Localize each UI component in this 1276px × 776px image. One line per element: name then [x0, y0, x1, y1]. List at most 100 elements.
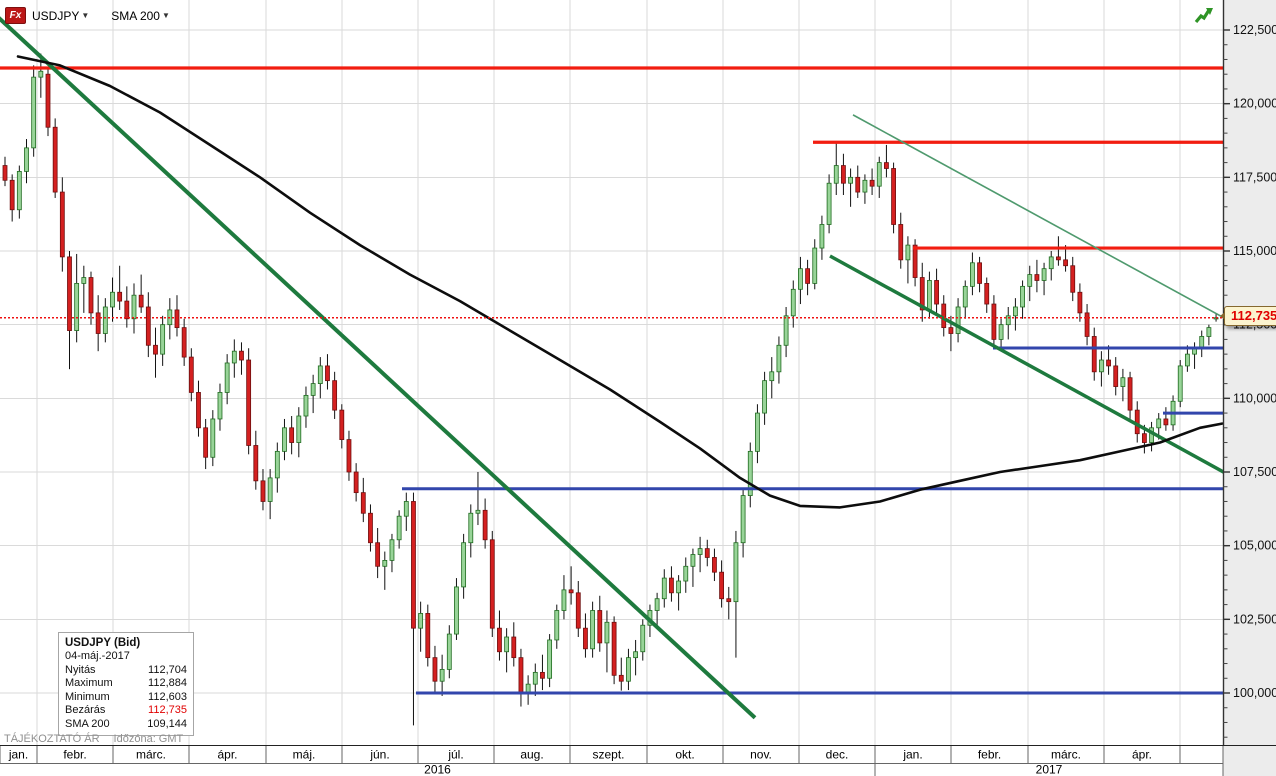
candle-up: [733, 542, 739, 603]
candle-up: [274, 450, 280, 479]
candle-down: [611, 621, 617, 676]
month-tick-label: ápr.: [217, 748, 237, 762]
candle-up: [160, 324, 166, 355]
price-tick-label: 110,000: [1233, 391, 1276, 405]
candle-up: [798, 268, 803, 290]
month-tick-label: máj.: [293, 748, 316, 762]
candle-up: [38, 70, 44, 78]
price-tick-label: 122,500: [1233, 23, 1276, 37]
candle-down: [59, 191, 65, 258]
candle-up: [927, 280, 932, 311]
candle-up: [303, 394, 309, 417]
candle-up: [848, 176, 853, 184]
trendline: [829, 254, 1223, 474]
candle-down: [1141, 433, 1147, 443]
candle-up: [769, 371, 775, 382]
candle-down: [891, 168, 896, 225]
candle-up: [16, 171, 22, 211]
candle-up: [81, 277, 87, 284]
candle-up: [661, 577, 667, 600]
price-tick-label: 105,000: [1233, 539, 1276, 553]
timezone-label: Időzóna: GMT: [113, 733, 184, 745]
candle-up: [547, 639, 553, 679]
candle-down: [618, 674, 624, 682]
candle-up: [217, 392, 223, 420]
price-tick-label: 120,000: [1233, 97, 1276, 111]
month-tick-label: febr.: [63, 748, 86, 762]
instrument-selector[interactable]: Fx USDJPY ▼: [5, 7, 89, 24]
candle-down: [353, 471, 359, 494]
candle-up: [310, 383, 316, 396]
candle-down: [841, 165, 846, 184]
candle-down: [511, 636, 517, 659]
candle-down: [325, 365, 330, 382]
candle-down: [1034, 274, 1040, 281]
month-tick-label: nov.: [750, 748, 772, 762]
candle-up: [418, 613, 424, 629]
price-tick-label: 117,500: [1233, 170, 1276, 184]
candle-down: [2, 165, 8, 181]
candle-down: [669, 577, 674, 594]
candle-down: [145, 306, 151, 346]
candle-down: [181, 327, 187, 358]
candle-down: [188, 356, 194, 393]
candle-up: [876, 162, 882, 187]
candle-down: [260, 480, 266, 502]
price-tick-label: 102,500: [1233, 612, 1276, 626]
candle-down: [368, 512, 373, 544]
fx-icon: Fx: [5, 7, 26, 24]
candle-up: [282, 427, 287, 452]
candle-down: [597, 610, 603, 644]
candle-up: [683, 565, 689, 582]
month-tick-label: jan.: [902, 748, 922, 762]
candle-down: [9, 179, 15, 211]
price-axis-strip[interactable]: [1223, 0, 1276, 776]
candle-up: [475, 509, 481, 514]
candle-up: [790, 288, 796, 317]
chevron-down-icon[interactable]: ▼: [81, 11, 90, 20]
candle-down: [489, 539, 495, 629]
tooltip-row-sma: SMA 200 109,144: [65, 717, 187, 730]
candle-up: [1120, 377, 1126, 387]
trendlines-layer: [0, 16, 1223, 720]
candle-up: [590, 610, 596, 650]
month-tick-label: szept.: [592, 748, 624, 762]
candle-up: [468, 512, 474, 544]
chevron-down-icon[interactable]: ▼: [161, 11, 170, 20]
candle-up: [504, 636, 510, 653]
candle-down: [919, 277, 925, 311]
sma-line: [16, 55, 1224, 509]
candle-down: [1056, 256, 1061, 261]
candle-down: [339, 409, 345, 440]
candle-up: [690, 554, 696, 567]
candle-down: [1106, 359, 1111, 367]
price-tick-label: 115,000: [1233, 244, 1276, 258]
candle-up: [697, 548, 703, 555]
candle-up: [382, 560, 388, 567]
candle-down: [174, 309, 180, 329]
candle-down: [704, 548, 710, 558]
candle-up: [812, 247, 818, 284]
current-price-tag: 112,735: [1219, 306, 1276, 326]
month-tick-label: márc.: [1051, 748, 1081, 762]
indicator-selector[interactable]: SMA 200 ▼: [111, 9, 170, 23]
candle-down: [332, 380, 338, 411]
candle-up: [1020, 285, 1025, 308]
candle-down: [540, 671, 545, 679]
candle-up: [554, 610, 560, 641]
candle-down: [425, 613, 431, 659]
candle-down: [984, 283, 990, 305]
candle-up: [1013, 306, 1018, 317]
candle-up: [461, 542, 467, 588]
candle-up: [633, 651, 639, 659]
candle-down: [898, 224, 904, 261]
trend-arrow-icon[interactable]: [1194, 6, 1214, 26]
month-tick-label: okt.: [675, 748, 694, 762]
candle-up: [654, 598, 660, 611]
candle-down: [1091, 336, 1097, 373]
candle-down: [719, 571, 724, 600]
candle-down: [869, 179, 875, 187]
candle-down: [432, 657, 438, 682]
tooltip-row-close: Bezárás 112,735: [65, 704, 187, 716]
